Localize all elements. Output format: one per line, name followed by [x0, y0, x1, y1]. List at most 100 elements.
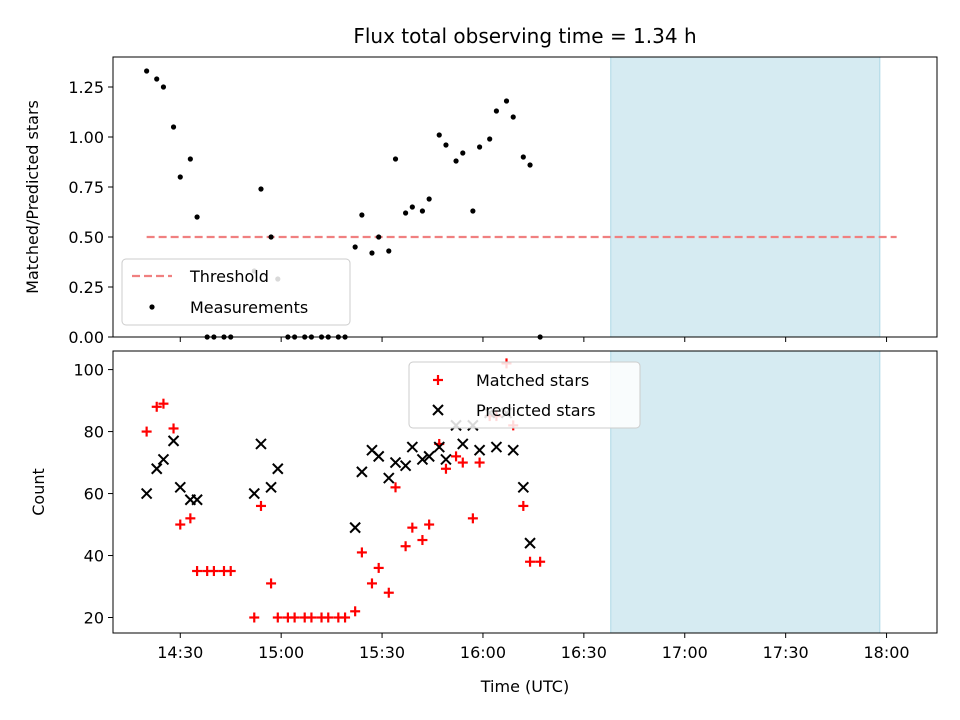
x-stroke-b	[255, 438, 267, 450]
data-point	[208, 566, 219, 577]
data-point	[451, 451, 462, 462]
data-point	[426, 196, 432, 202]
data-point	[151, 401, 162, 412]
legend-measurements-label: Measurements	[190, 298, 308, 317]
x-tick-label: 17:30	[763, 643, 809, 662]
data-point	[268, 234, 274, 240]
x-stroke-b	[248, 487, 260, 500]
data-point	[390, 482, 401, 493]
x-stroke-b	[399, 459, 412, 472]
x-stroke-b	[383, 472, 395, 484]
data-point	[174, 481, 186, 494]
data-point	[170, 124, 177, 130]
data-point	[356, 466, 368, 478]
y-tick-label: 1.25	[68, 78, 104, 97]
series-matched-stars	[141, 358, 546, 623]
data-point	[440, 453, 452, 466]
data-point	[409, 204, 415, 210]
y-tick-label: 0.25	[68, 278, 104, 297]
y-axis-title: Count	[29, 468, 48, 516]
data-point	[225, 566, 236, 577]
data-point	[192, 566, 203, 577]
data-point	[191, 494, 203, 506]
data-point	[194, 214, 200, 220]
x-stroke-b	[167, 435, 180, 447]
x-stroke-b	[174, 481, 186, 494]
y-tick-label: 20	[84, 609, 104, 628]
axes-frame	[112, 56, 938, 338]
x-tick-label: 16:30	[561, 643, 607, 662]
data-point	[403, 210, 409, 216]
x-tick-label: 17:00	[662, 643, 708, 662]
data-point	[352, 244, 358, 250]
data-point	[323, 612, 334, 623]
data-point	[423, 450, 435, 463]
x-stroke-b	[507, 444, 519, 456]
data-point	[535, 556, 546, 567]
x-stroke-b	[140, 487, 153, 500]
x-stroke-b	[265, 481, 277, 494]
data-point	[248, 487, 260, 500]
data-point	[255, 438, 267, 450]
legend-box	[121, 258, 351, 326]
data-point	[266, 578, 277, 589]
legend-box	[408, 361, 641, 429]
legend-threshold-label: Threshold	[189, 267, 269, 286]
legend-measurements-swatch	[149, 304, 155, 310]
data-point	[187, 156, 193, 162]
data-point	[416, 453, 429, 466]
legend: Matched stars Predicted stars	[408, 361, 641, 429]
data-point	[366, 578, 377, 589]
ratio-panel: 0.00 0.25 0.50 0.75 1.00 1.25 Matched/Predicte…	[23, 56, 938, 347]
y-tick-label: 100	[73, 361, 104, 380]
data-point	[389, 456, 402, 469]
data-point	[306, 612, 317, 623]
data-point	[167, 435, 180, 447]
x-stroke-b	[440, 453, 452, 466]
data-point	[177, 174, 183, 180]
data-point	[350, 606, 361, 617]
count-panel: 20 40 60 80 100 14:30 15:00 15:30 16:00 16:30 17:0…	[29, 350, 938, 662]
x-stroke-b	[349, 521, 361, 534]
x-stroke-b	[366, 444, 378, 456]
x-stroke-b	[157, 453, 170, 466]
data-point	[272, 612, 283, 623]
y-tick-label: 0.75	[68, 178, 104, 197]
data-point	[453, 158, 459, 164]
data-point	[433, 441, 445, 453]
data-point	[349, 521, 361, 534]
data-point	[476, 144, 483, 150]
data-point	[406, 441, 419, 453]
legend-predicted-label: Predicted stars	[476, 401, 596, 420]
x-stroke-b	[524, 537, 536, 549]
x-stroke-b	[389, 456, 402, 469]
x-stroke-b	[432, 404, 444, 416]
y-axis-title: Matched/Predicted stars	[23, 100, 42, 294]
observing-window-span	[610, 57, 880, 337]
data-point	[258, 186, 264, 192]
x-stroke-b	[191, 494, 203, 506]
data-point	[474, 457, 485, 468]
y-tick-label: 40	[84, 547, 104, 566]
data-point	[383, 472, 395, 484]
legend: Threshold Measurements	[121, 258, 351, 326]
data-point	[373, 562, 384, 573]
data-point	[369, 250, 375, 256]
x-stroke-b	[416, 453, 429, 466]
data-point	[255, 500, 266, 511]
x-tick-label: 15:00	[258, 643, 304, 662]
data-point	[340, 612, 351, 623]
observing-window-span	[610, 351, 880, 633]
data-point	[175, 519, 186, 530]
x-tick-label: 15:30	[359, 643, 405, 662]
y-tick-label: 0.00	[68, 328, 104, 347]
data-point	[503, 98, 510, 104]
x-tick-label: 16:00	[460, 643, 506, 662]
data-point	[518, 500, 529, 511]
data-point	[525, 556, 536, 567]
y-tick-label: 1.00	[68, 128, 104, 147]
data-point	[158, 398, 169, 409]
data-point	[359, 212, 365, 218]
data-point	[510, 114, 516, 120]
data-point	[392, 156, 399, 162]
